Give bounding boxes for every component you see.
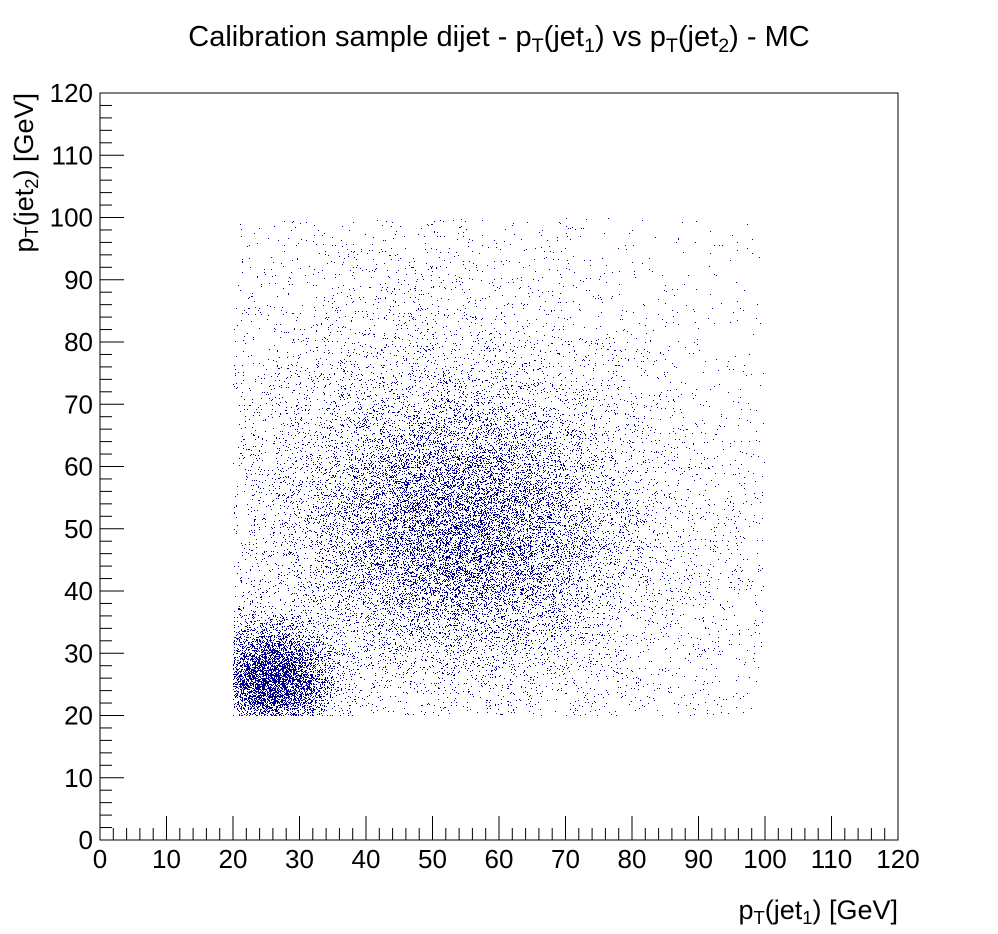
- y-tick-label: 40: [64, 576, 93, 606]
- x-tick-label: 60: [485, 844, 514, 874]
- axis-ticks: [99, 92, 899, 841]
- y-axis-title: pT(jet2) [GeV]: [9, 93, 42, 253]
- title-text-part: ) [GeV]: [812, 895, 898, 925]
- x-tick-label: 40: [352, 844, 381, 874]
- y-tick-label: 100: [50, 203, 93, 233]
- y-tick-label: 60: [64, 452, 93, 482]
- subscript-text: 1: [584, 35, 595, 57]
- x-tick-label: 10: [152, 844, 181, 874]
- x-tick-label: 50: [418, 844, 447, 874]
- subscript-text: 2: [718, 35, 729, 57]
- x-tick-label: 20: [219, 844, 248, 874]
- y-tick-label: 20: [64, 701, 93, 731]
- title-text-part: (jet: [678, 21, 718, 53]
- y-tick-labels: 0 10 20 30 40 50 60 70 80 90 100 110 120: [50, 78, 93, 855]
- subscript-text: T: [666, 35, 678, 57]
- title-text-part: (jet: [765, 895, 803, 925]
- y-tick-label: 110: [52, 140, 93, 170]
- data-points-layer: [233, 218, 765, 716]
- subscript-text: T: [754, 907, 765, 928]
- y-tick-label: 10: [64, 763, 93, 793]
- x-tick-label: 70: [551, 844, 580, 874]
- x-tick-labels: 0 10 20 30 40 50 60 70 80 90 100 110 120: [93, 844, 920, 874]
- x-tick-label: 110: [811, 844, 852, 874]
- subscript-text: 1: [802, 907, 812, 928]
- title-text-part: (jet: [544, 21, 584, 53]
- x-tick-label: 90: [684, 844, 713, 874]
- x-axis-title: pT(jet1) [GeV]: [738, 895, 898, 928]
- x-tick-label: 100: [743, 844, 786, 874]
- scatter-points: [234, 221, 760, 716]
- y-tick-label: 120: [50, 78, 93, 108]
- x-tick-label: 120: [876, 844, 919, 874]
- title-text-part: ) - MC: [729, 21, 810, 53]
- chart-title: Calibration sample dijet - pT(jet1) vs p…: [188, 21, 809, 57]
- title-text-part: ) [GeV]: [9, 93, 39, 179]
- scatter-points: [233, 223, 763, 716]
- title-text-part: p: [9, 237, 39, 252]
- title-text-part: (jet: [9, 188, 39, 226]
- title-text-part: p: [738, 895, 753, 925]
- title-text-part: Calibration sample dijet - p: [188, 21, 531, 53]
- x-tick-label: 80: [618, 844, 647, 874]
- y-tick-label: 50: [64, 514, 93, 544]
- subscript-text: T: [532, 35, 544, 57]
- x-tick-label: 0: [93, 844, 107, 874]
- y-tick-label: 30: [64, 638, 93, 668]
- scatter-points: [233, 218, 756, 716]
- subscript-text: 2: [21, 179, 42, 189]
- y-tick-label: 80: [64, 327, 93, 357]
- y-tick-label: 0: [79, 825, 93, 855]
- y-tick-label: 90: [64, 265, 93, 295]
- x-tick-label: 30: [285, 844, 314, 874]
- y-tick-label: 70: [64, 389, 93, 419]
- subscript-text: T: [21, 226, 42, 237]
- title-text-part: ) vs p: [595, 21, 666, 53]
